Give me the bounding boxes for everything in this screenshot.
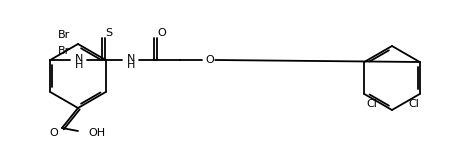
Text: O: O: [50, 128, 59, 138]
Text: Br: Br: [58, 46, 70, 56]
Text: O: O: [157, 28, 166, 38]
Text: N: N: [75, 54, 83, 64]
Text: N: N: [127, 54, 136, 64]
Text: OH: OH: [88, 128, 105, 138]
Text: Cl: Cl: [367, 99, 378, 109]
Text: O: O: [205, 55, 214, 65]
Text: H: H: [127, 61, 136, 70]
Text: H: H: [75, 61, 83, 70]
Text: Cl: Cl: [408, 99, 419, 109]
Text: S: S: [106, 28, 113, 38]
Text: Br: Br: [58, 30, 70, 40]
